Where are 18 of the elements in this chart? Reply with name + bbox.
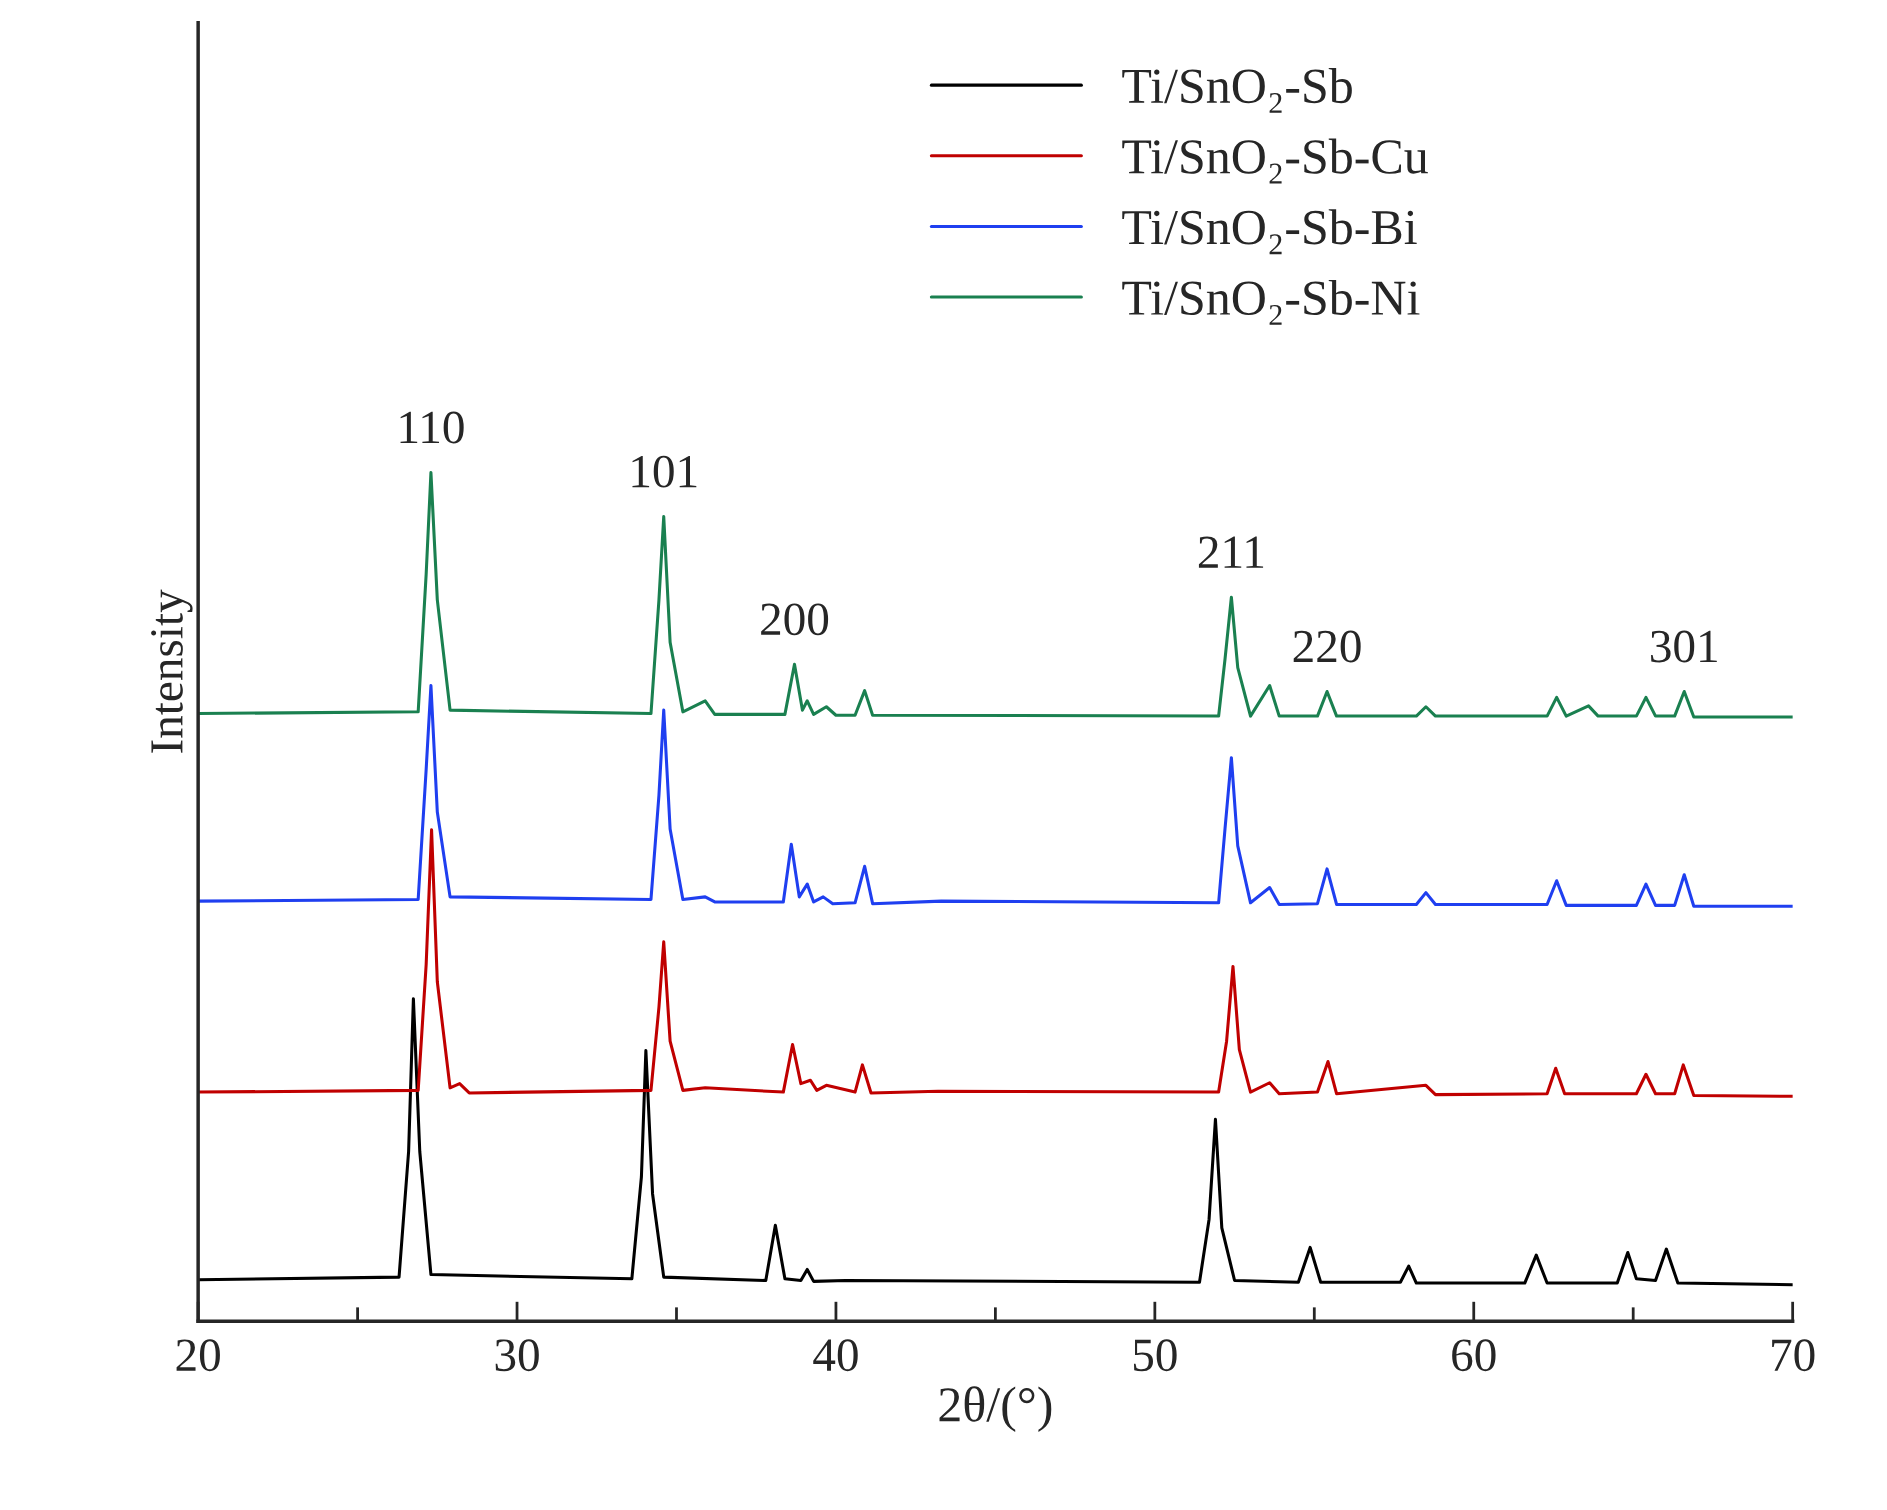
y-axis-title: Intensity (151, 589, 193, 753)
legend-label: Ti/SnO₂-Sb (1122, 67, 1352, 113)
x-tick-label: 60 (1452, 1339, 1496, 1372)
annotation: 301 (1651, 630, 1717, 663)
x-tick-label: 20 (176, 1339, 220, 1372)
annotation: 200 (761, 603, 829, 636)
x-tick-label: 50 (1133, 1339, 1177, 1372)
legend-label: Ti/SnO₂-Sb-Ni (1122, 279, 1420, 325)
x-tick-label: 30 (495, 1339, 539, 1372)
legend-label: Ti/SnO₂-Sb-Bi (1122, 209, 1417, 255)
annotation: 220 (1293, 630, 1361, 663)
x-tick-label: 40 (813, 1339, 858, 1372)
legend-label: Ti/SnO₂-Sb-Cu (1122, 138, 1428, 184)
annotation: 101 (632, 455, 697, 488)
x-axis-title: 2θ/(°) (939, 1386, 1052, 1432)
x-tick-label: 70 (1772, 1339, 1815, 1372)
annotation: 110 (400, 411, 464, 444)
annotation: 211 (1198, 536, 1264, 568)
